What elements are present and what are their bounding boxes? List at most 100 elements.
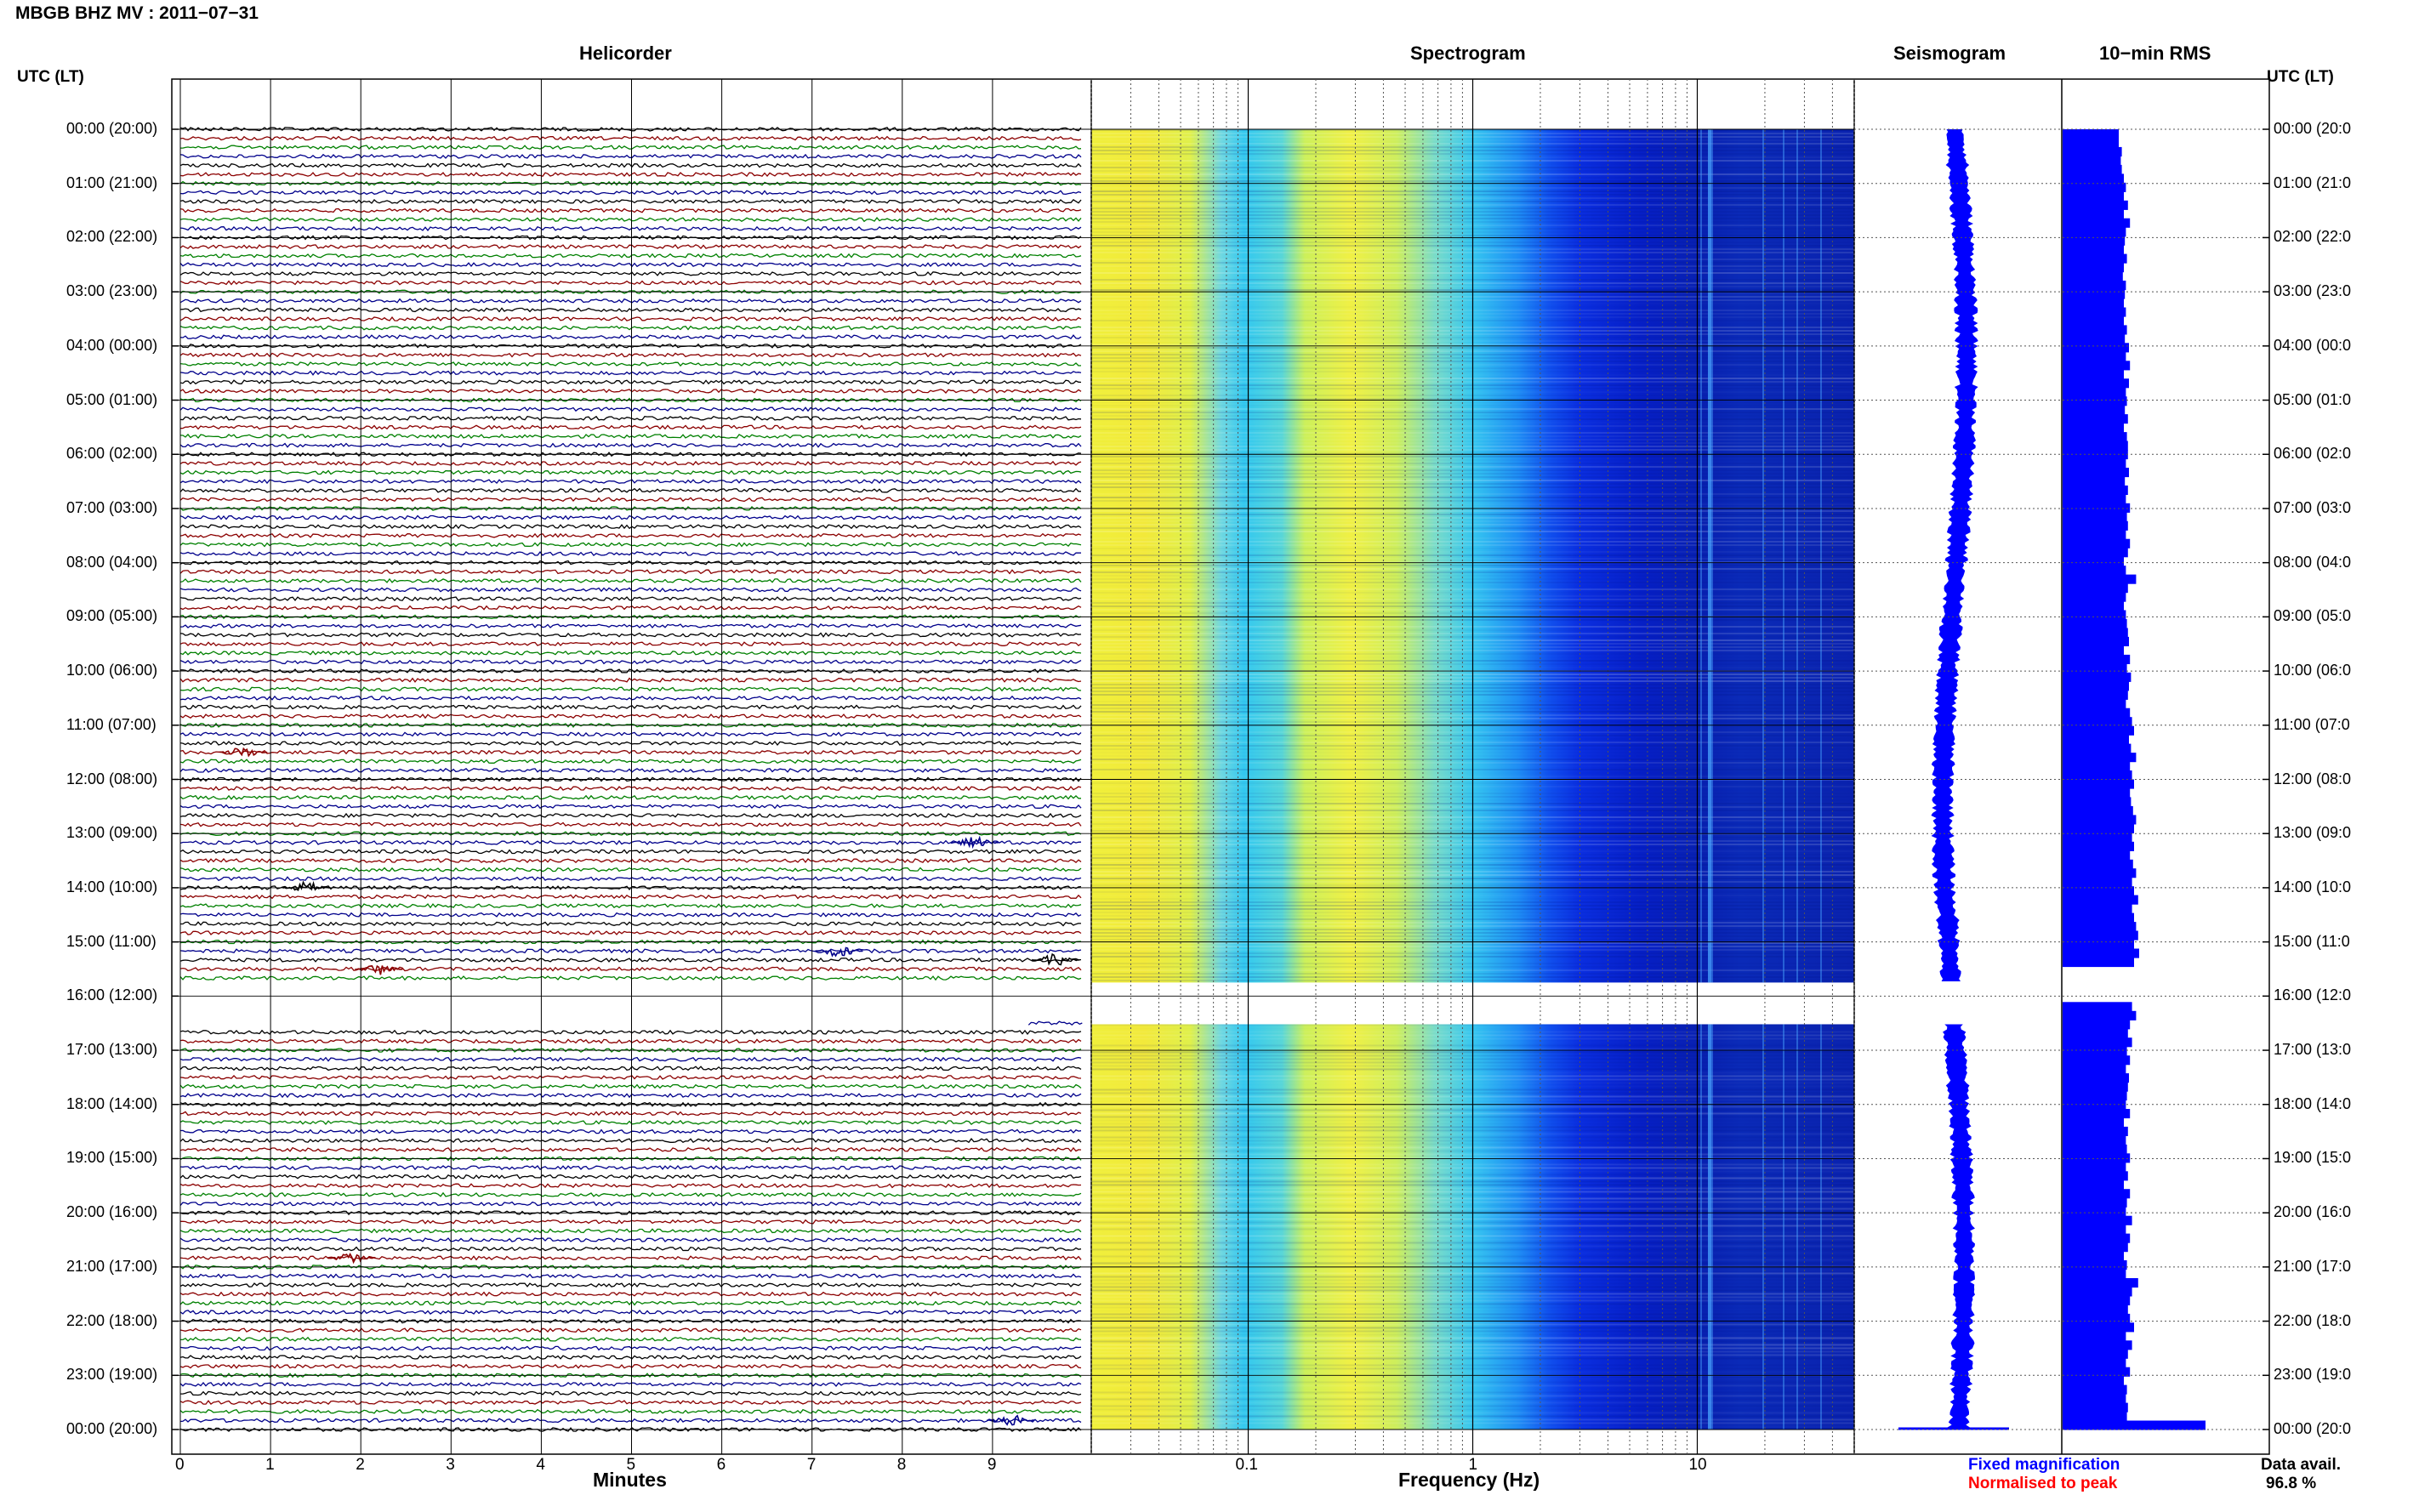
rms-bar — [2063, 761, 2131, 771]
rms-bar — [2063, 129, 2119, 139]
helicorder-trace — [179, 280, 1082, 286]
right-axis-label: UTC (LT) — [2267, 68, 2334, 86]
legend-fixed-magnification: Fixed magnification — [1968, 1456, 2120, 1474]
helicorder-x-tick-label: 6 — [716, 1456, 726, 1474]
helicorder-trace — [179, 577, 1082, 583]
rms-bar — [2063, 1171, 2128, 1181]
helicorder-trace — [179, 794, 1081, 800]
helicorder-trace — [179, 1291, 1082, 1297]
rms-bar — [2063, 1153, 2131, 1163]
helicorder-trace — [179, 1255, 1082, 1261]
helicorder-x-tick-label: 9 — [987, 1456, 997, 1474]
left-time-label: 14:00 (10:00) — [66, 878, 158, 895]
helicorder-trace — [179, 289, 1082, 295]
rms-bar — [2063, 1260, 2127, 1270]
helicorder-trace — [179, 1408, 1082, 1414]
helicorder-x-tick-label: 0 — [175, 1456, 185, 1474]
rms-bar — [2063, 281, 2126, 291]
helicorder-event — [355, 964, 403, 975]
helicorder-trace — [179, 722, 1082, 728]
rms-bar — [2063, 1109, 2131, 1119]
helicorder-trace — [179, 903, 1082, 909]
helicorder-trace — [179, 804, 1082, 810]
helicorder-trace — [179, 731, 1082, 737]
helicorder-trace — [179, 596, 1082, 602]
helicorder-x-tick-label: 4 — [536, 1456, 545, 1474]
right-time-label: 11:00 (07:0 — [2274, 715, 2350, 733]
left-time-label: 09:00 (05:00) — [66, 607, 158, 625]
helicorder-trace — [179, 497, 1082, 503]
left-time-label: 11:00 (07:00) — [66, 715, 157, 733]
rms-bar — [2063, 636, 2129, 646]
right-time-label: 20:00 (16:0 — [2274, 1203, 2352, 1221]
rms-bar — [2063, 530, 2126, 540]
right-time-label: 14:00 (10:0 — [2274, 878, 2352, 895]
right-time-label: 18:00 (14:0 — [2274, 1094, 2352, 1112]
rms-bar — [2063, 628, 2128, 638]
right-time-label: 01:00 (21:0 — [2274, 173, 2352, 191]
helicorder-trace — [179, 650, 1082, 656]
helicorder-trace — [179, 307, 1082, 313]
rms-bar — [2063, 699, 2126, 709]
helicorder-trace — [179, 1237, 1082, 1243]
rms-bar — [2063, 227, 2126, 237]
rms-bar — [2063, 138, 2119, 148]
rms-bar — [2063, 904, 2132, 914]
helicorder-trace — [179, 659, 1082, 665]
rms-bar — [2063, 1412, 2127, 1422]
helicorder-trace — [179, 505, 1082, 511]
helicorder-trace — [179, 767, 1082, 773]
rms-bar — [2063, 271, 2123, 281]
helicorder-x-tick-label: 3 — [446, 1456, 455, 1474]
helicorder-trace — [179, 452, 1082, 458]
left-time-label: 07:00 (03:00) — [66, 498, 158, 516]
left-time-label: 12:00 (08:00) — [66, 770, 158, 787]
helicorder-trace — [179, 831, 1082, 837]
helicorder-trace — [179, 1201, 1082, 1207]
rms-panel-title: 10−min RMS — [2099, 43, 2211, 64]
rms-bar — [2063, 200, 2128, 210]
rms-bar — [2063, 1313, 2131, 1323]
rms-bar — [2063, 325, 2127, 335]
left-time-label: 00:00 (20:00) — [66, 1420, 158, 1437]
left-time-label: 06:00 (02:00) — [66, 445, 158, 463]
rms-bar — [2063, 458, 2126, 469]
rms-bar — [2063, 556, 2124, 566]
helicorder-trace — [179, 1174, 1082, 1179]
right-time-label: 16:00 (12:0 — [2274, 986, 2352, 1004]
helicorder-trace — [179, 1309, 1082, 1316]
spectrogram-x-tick-label: 1 — [1468, 1456, 1478, 1474]
helicorder-trace — [179, 479, 1082, 485]
rms-bar — [2063, 378, 2129, 389]
rms-bar — [2063, 1046, 2127, 1056]
helicorder-trace — [179, 1426, 1082, 1433]
helicorder-trace — [179, 1381, 1082, 1388]
helicorder-trace — [179, 217, 1082, 223]
rms-bar — [2063, 1055, 2131, 1066]
rms-bar — [2063, 1073, 2129, 1083]
rms-bar — [2063, 1322, 2134, 1333]
rms-bar — [2063, 423, 2124, 433]
rms-bar — [2063, 833, 2132, 843]
helicorder-trace — [179, 759, 1082, 765]
left-time-label: 13:00 (09:00) — [66, 824, 158, 842]
helicorder-trace — [179, 569, 1082, 575]
helicorder-trace — [179, 1336, 1082, 1342]
helicorder-trace — [179, 686, 1082, 692]
helicorder-trace — [179, 641, 1082, 647]
helicorder-trace — [180, 921, 1082, 927]
helicorder-trace — [179, 786, 1082, 792]
helicorder-trace — [179, 1111, 1082, 1117]
rms-bar — [2063, 958, 2134, 968]
helicorder-trace — [179, 622, 1082, 629]
left-time-label: 16:00 (12:00) — [66, 986, 158, 1004]
right-time-label: 23:00 (19:0 — [2274, 1366, 2352, 1384]
rms-bar — [2063, 850, 2131, 861]
helicorder-trace — [179, 713, 1082, 719]
rms-bar — [2063, 156, 2121, 166]
helicorder-trace — [179, 1093, 1082, 1099]
helicorder-trace — [179, 469, 1082, 475]
rms-bar — [2063, 173, 2124, 184]
rms-bar — [2063, 512, 2127, 522]
rms-bar — [2063, 468, 2129, 478]
